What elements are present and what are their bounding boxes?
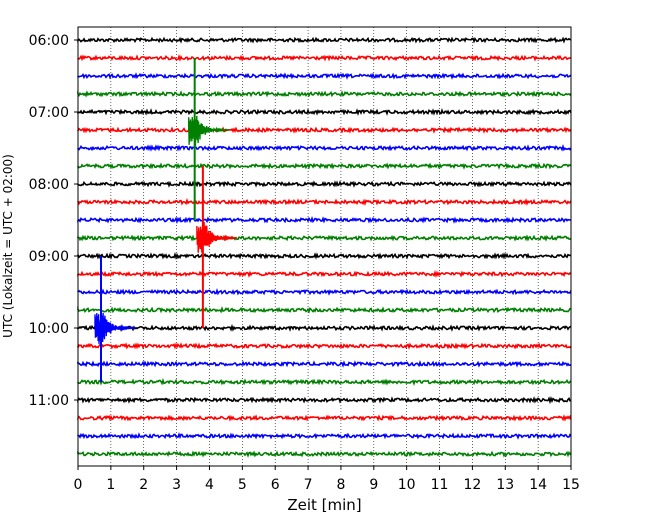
trace-line	[77, 450, 572, 458]
x-tick-label: 1	[106, 477, 115, 493]
x-tick-label: 4	[205, 477, 214, 493]
trace-line	[77, 36, 572, 44]
y-tick-label: 10:00	[29, 321, 69, 337]
event	[94, 256, 136, 382]
trace-line	[77, 396, 572, 405]
x-tick-label: 0	[74, 477, 83, 493]
x-tick-label: 3	[172, 477, 181, 493]
x-tick-label: 14	[529, 477, 547, 493]
event-waveform	[94, 312, 136, 344]
y-tick-label: 06:00	[29, 33, 69, 49]
trace-line	[77, 377, 572, 386]
x-tick-label: 10	[398, 477, 416, 493]
trace-line	[77, 180, 572, 188]
x-tick-label: 11	[431, 477, 449, 493]
plot-frame	[77, 26, 572, 467]
x-axis: 0 1 2 3 4 5 6 7 8 9 10 11 12 13 14 15	[74, 466, 580, 493]
trace-line	[77, 252, 572, 260]
x-axis-label: Zeit [min]	[287, 496, 361, 514]
trace-line	[77, 198, 572, 207]
x-tick-label: 15	[562, 477, 580, 493]
x-tick-label: 5	[238, 477, 247, 493]
trace-line	[77, 323, 572, 333]
trace-line	[77, 360, 572, 368]
event-waveform	[187, 115, 230, 146]
trace-line	[77, 144, 572, 152]
trace-line	[77, 215, 572, 225]
y-tick-label: 08:00	[29, 177, 69, 193]
x-tick-label: 2	[139, 477, 148, 493]
x-tick-label: 8	[336, 477, 345, 493]
x-tick-label: 6	[271, 477, 280, 493]
y-axis: 06:00 07:00 08:00 09:00 10:00 11:00	[29, 33, 78, 409]
event-waveform	[196, 222, 238, 253]
x-tick-label: 9	[369, 477, 378, 493]
y-tick-label: 11:00	[29, 393, 69, 409]
trace-line	[77, 53, 572, 62]
y-tick-label: 09:00	[29, 249, 69, 265]
x-tick-label: 12	[463, 477, 481, 493]
trace-line	[77, 270, 572, 278]
trace-line	[77, 305, 572, 314]
x-tick-label: 13	[496, 477, 514, 493]
trace-line	[77, 234, 572, 242]
trace-line	[77, 108, 572, 117]
trace-line	[77, 126, 572, 134]
trace-line	[77, 287, 572, 296]
traces	[77, 36, 572, 458]
x-tick-label: 7	[304, 477, 313, 493]
event	[196, 166, 238, 328]
trace-line	[77, 414, 572, 422]
trace-line	[77, 162, 572, 170]
trace-line	[77, 432, 572, 440]
trace-line	[77, 90, 572, 98]
y-axis-label: UTC (Lokalzeit = UTC + 02:00)	[1, 154, 15, 338]
trace-line	[77, 72, 572, 80]
trace-line	[77, 342, 572, 350]
y-tick-label: 07:00	[29, 105, 69, 121]
events	[94, 58, 238, 382]
event	[187, 58, 230, 220]
